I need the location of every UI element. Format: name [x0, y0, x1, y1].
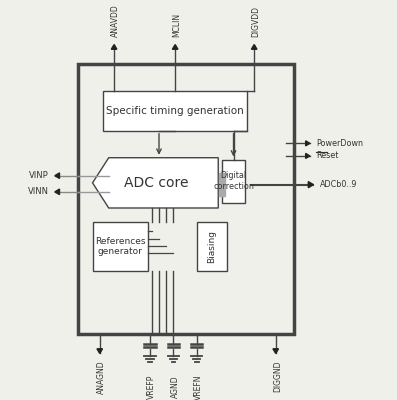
Polygon shape	[306, 141, 310, 146]
Text: VREFP: VREFP	[147, 375, 156, 399]
Text: VINP: VINP	[29, 171, 49, 180]
Text: Reset: Reset	[316, 152, 338, 160]
Bar	[93, 222, 148, 271]
Polygon shape	[55, 173, 60, 178]
Text: Specific timing generation: Specific timing generation	[106, 106, 244, 116]
Text: ADCb0..9: ADCb0..9	[320, 180, 357, 189]
Text: MCLIN: MCLIN	[172, 13, 181, 37]
Text: ADC core: ADC core	[124, 176, 189, 190]
Bar	[103, 91, 247, 131]
Text: VINN: VINN	[28, 187, 49, 196]
Polygon shape	[97, 349, 102, 354]
Text: DIGVDD: DIGVDD	[251, 6, 260, 37]
Text: Digital
correction: Digital correction	[213, 171, 254, 191]
Polygon shape	[251, 44, 257, 49]
Text: Biasing: Biasing	[208, 230, 216, 263]
Bar	[197, 222, 227, 271]
Bar	[222, 160, 245, 203]
Polygon shape	[172, 44, 178, 49]
Text: ANAVDD: ANAVDD	[112, 5, 120, 37]
Polygon shape	[306, 153, 310, 158]
Polygon shape	[55, 189, 60, 195]
Text: ANAGND: ANAGND	[97, 361, 106, 394]
Polygon shape	[308, 182, 313, 188]
Bar	[78, 64, 294, 334]
Polygon shape	[93, 158, 218, 208]
Bar	[219, 173, 225, 196]
Text: References
generator: References generator	[95, 237, 146, 256]
Polygon shape	[273, 349, 279, 354]
Text: DIGGND: DIGGND	[273, 361, 282, 392]
Text: PowerDown: PowerDown	[316, 139, 363, 148]
Text: AGND: AGND	[171, 375, 180, 398]
Polygon shape	[111, 44, 117, 49]
Text: VREFN: VREFN	[194, 375, 203, 400]
